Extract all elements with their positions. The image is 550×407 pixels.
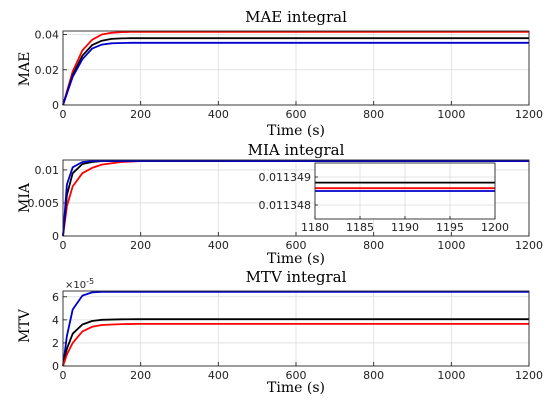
mia-inset-xtick-label: 1180 [301, 221, 329, 234]
mia-inset-xtick-label: 1190 [391, 221, 419, 234]
mtv-xtick-label: 1200 [515, 369, 543, 382]
mia-inset-xtick-label: 1200 [481, 221, 509, 234]
mtv-xtick-label: 200 [130, 369, 151, 382]
mtv-ytick-label: 6 [52, 291, 59, 304]
mia-inset-frame [314, 162, 496, 220]
mae-series [62, 30, 529, 106]
mia-inset-series [315, 181, 495, 192]
mae-series-line [62, 37, 529, 106]
panel-mae: MAE integral MAE Time (s) 0 200 400 600 800 1… [17, 8, 543, 139]
mae-axes-frame [62, 30, 530, 106]
mae-xtick-label: 800 [363, 108, 384, 121]
mae-ytick-label: 0.04 [35, 29, 60, 42]
mia-axes-frame [62, 159, 530, 237]
mia-xtick-label: 400 [208, 239, 229, 252]
mia-ylabel: MIA [17, 182, 33, 213]
mia-xtick-label: 200 [130, 239, 151, 252]
mae-ylabel: MAE [17, 52, 33, 87]
mtv-ytick-label: 4 [52, 314, 59, 327]
mae-ytick-label: 0 [52, 99, 59, 112]
mtv-ytick-label: 0 [52, 360, 59, 373]
mae-xtick-label: 0 [60, 108, 67, 121]
mtv-axes-frame [62, 290, 530, 367]
mae-xlabel: Time (s) [267, 123, 325, 139]
mtv-ytick-label: 2 [52, 337, 59, 350]
mia-inset-xtick-label: 1185 [346, 221, 374, 234]
mtv-xtick-label: 600 [286, 369, 307, 382]
mia-inset-ytick-label: 0.011349 [259, 171, 312, 184]
panel-mia: MIA integral MIA Time (s) 0 200 400 600 800 1… [17, 141, 543, 267]
mia-xtick-label: 0 [60, 239, 67, 252]
mia-inset: 1180 1185 1190 1195 1200 0.011348 0.011349 [259, 162, 510, 234]
mtv-grid [62, 291, 530, 367]
mtv-exponent-label: ×10-5 [65, 277, 94, 291]
mae-xtick-label: 1000 [437, 108, 465, 121]
mia-ytick-label: 0 [52, 230, 59, 243]
mae-title: MAE integral [245, 8, 347, 26]
mtv-series-line [62, 290, 529, 367]
mae-xtick-label: 400 [208, 108, 229, 121]
mia-title: MIA integral [248, 141, 345, 159]
mtv-ticks: 0 200 400 600 800 1000 1200 0 2 4 6 [52, 291, 543, 382]
mtv-xlabel: Time (s) [267, 380, 325, 396]
mtv-xtick-label: 0 [60, 369, 67, 382]
mia-ytick-label: 0.01 [35, 164, 60, 177]
mtv-series [62, 290, 529, 367]
mia-series-line [62, 160, 529, 237]
mae-xtick-label: 1200 [515, 108, 543, 121]
panel-mtv: MTV integral MTV Time (s) ×10-5 0 200 400 6… [17, 268, 543, 396]
mia-xtick-label: 1000 [437, 239, 465, 252]
mae-series-line [62, 41, 529, 106]
mia-series [62, 160, 530, 237]
mae-xtick-label: 200 [130, 108, 151, 121]
mae-xtick-label: 600 [286, 108, 307, 121]
mia-inset-xtick-label: 1195 [436, 221, 464, 234]
mia-inset-ticks: 1180 1185 1190 1195 1200 0.011348 0.011349 [259, 171, 510, 234]
mtv-title: MTV integral [246, 268, 347, 286]
mtv-xtick-label: 800 [363, 369, 384, 382]
mtv-series-line [62, 322, 529, 367]
mtv-xtick-label: 1000 [437, 369, 465, 382]
mtv-ylabel: MTV [17, 308, 33, 343]
mia-xtick-label: 800 [363, 239, 384, 252]
mae-ticks: 0 200 400 600 800 1000 1200 0 0.02 0.04 [35, 29, 544, 121]
mia-inset-ytick-label: 0.011348 [259, 199, 312, 212]
mae-series-line [62, 30, 529, 106]
mtv-series-line [62, 318, 529, 367]
mia-xtick-label: 1200 [515, 239, 543, 252]
mia-xtick-label: 600 [286, 239, 307, 252]
mae-ytick-label: 0.02 [35, 64, 60, 77]
mia-ytick-label: 0.005 [28, 197, 60, 210]
mtv-xtick-label: 400 [208, 369, 229, 382]
mia-xlabel: Time (s) [267, 251, 325, 267]
mia-ticks: 0 200 400 600 800 1000 1200 0 0.005 0.01 [28, 164, 544, 252]
